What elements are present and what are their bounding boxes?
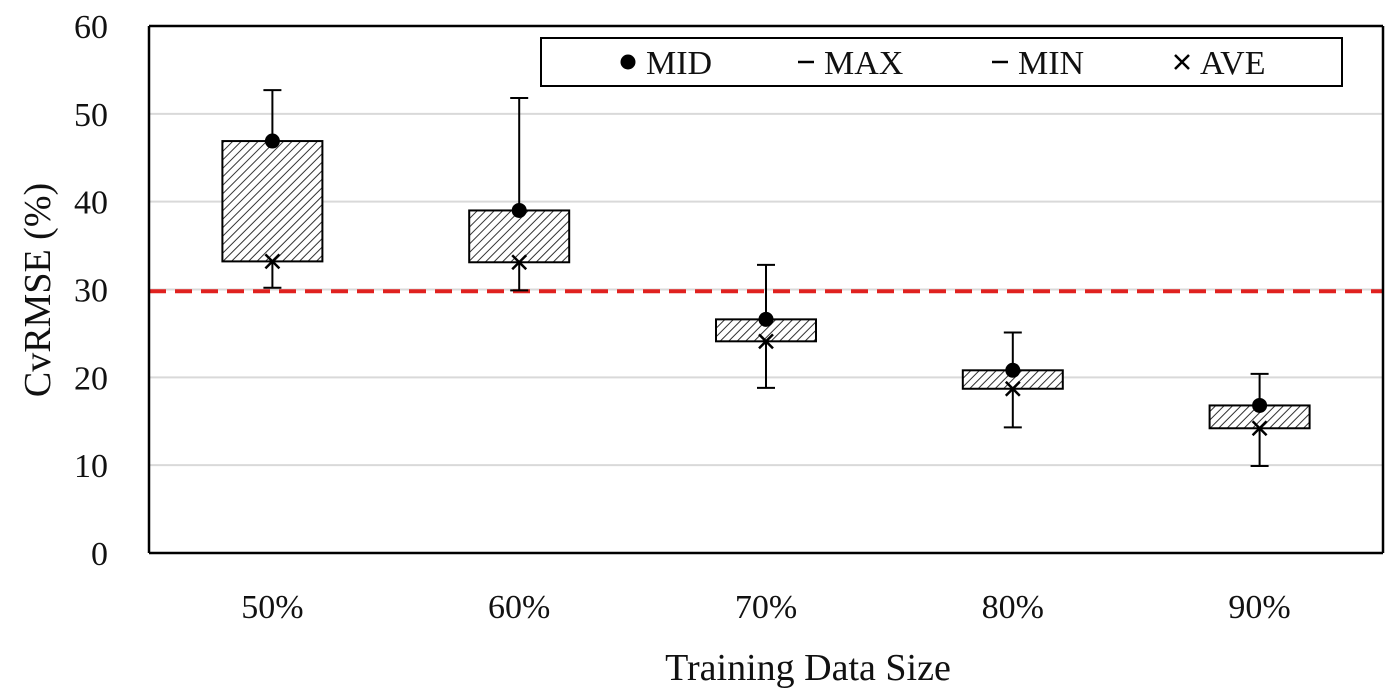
y-tick-label: 40 xyxy=(74,185,108,222)
legend-label: MAX xyxy=(824,45,903,82)
y-tick-label: 50 xyxy=(74,97,108,134)
mid-marker xyxy=(511,202,527,218)
x-tick-label: 70% xyxy=(735,589,797,626)
legend-box xyxy=(540,37,1343,87)
y-tick-labels: 0 10 20 30 40 50 60 xyxy=(74,9,108,573)
box-group xyxy=(715,263,817,389)
legend-dot-marker xyxy=(620,54,636,70)
ave-marker xyxy=(511,254,528,271)
ave-marker xyxy=(1251,420,1268,437)
x-tick-label: 80% xyxy=(982,589,1044,626)
legend-entry: AVE xyxy=(1174,45,1266,82)
mid-marker xyxy=(1252,397,1268,413)
y-axis-title: CvRMSE (%) xyxy=(17,183,59,397)
ave-marker xyxy=(1004,380,1021,397)
x-tick-label: 60% xyxy=(488,589,550,626)
boxes-layer xyxy=(221,89,1311,468)
legend: MID MAX MIN AVE xyxy=(540,37,1343,87)
mid-marker xyxy=(758,311,774,327)
x-tick-labels: 50% 60% 70% 80% 90% xyxy=(241,589,1291,626)
ave-marker xyxy=(264,253,281,270)
legend-entry: MAX xyxy=(798,45,903,82)
y-tick-label: 30 xyxy=(74,273,108,310)
y-tick-label: 10 xyxy=(74,448,108,485)
box xyxy=(221,140,324,263)
legend-cross-marker xyxy=(1174,54,1190,70)
y-tick-label: 0 xyxy=(91,536,108,573)
y-tick-label: 60 xyxy=(74,9,108,46)
ave-marker xyxy=(758,333,774,350)
legend-label: MIN xyxy=(1018,45,1084,82)
legend-label: MID xyxy=(646,45,712,82)
mid-marker xyxy=(264,133,280,149)
box-group xyxy=(961,331,1064,429)
box-group xyxy=(1208,372,1311,468)
gridlines xyxy=(149,25,1383,467)
y-tick-label: 20 xyxy=(74,360,108,397)
box xyxy=(468,209,571,264)
legend-entry: MID xyxy=(620,45,712,82)
box-group xyxy=(221,89,324,289)
legend-entry: MIN xyxy=(992,45,1084,82)
mid-marker xyxy=(1005,362,1021,378)
x-tick-label: 90% xyxy=(1228,589,1290,626)
axes xyxy=(147,24,1385,555)
box-group xyxy=(468,97,571,292)
legend-label: AVE xyxy=(1200,45,1266,82)
x-axis-title: Training Data Size xyxy=(665,647,951,689)
x-tick-label: 50% xyxy=(241,589,303,626)
